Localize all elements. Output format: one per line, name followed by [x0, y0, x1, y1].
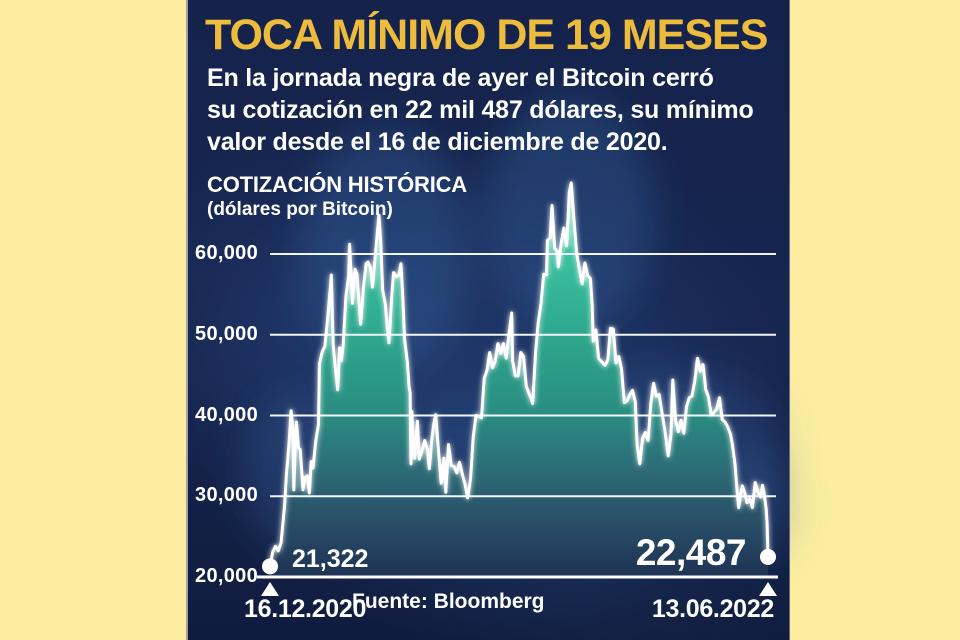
axis-arrow-icon — [759, 582, 777, 596]
start-point-marker — [262, 558, 278, 575]
end-point-marker — [760, 548, 776, 565]
area-fill — [270, 182, 768, 577]
y-axis-label: 50,000 — [195, 322, 258, 345]
chart-subtitle: (dólares por Bitcoin) — [207, 199, 393, 220]
source-credit: Fuente: Bloomberg — [352, 590, 545, 613]
start-value-annotation: 21,322 — [292, 545, 369, 573]
x-axis-end-date: 13.06.2022 — [651, 595, 774, 623]
price-line — [268, 181, 770, 568]
y-axis-label: 30,000 — [195, 484, 258, 507]
intro-text-line: su cotización en 22 mil 487 dólares, su … — [207, 96, 754, 124]
end-value-annotation: 22,487 — [635, 532, 747, 573]
intro-text-line: valor desde el 16 de diciembre de 2020. — [207, 128, 668, 156]
axis-arrow-icon — [261, 582, 279, 596]
headline: TOCA MÍNIMO DE 19 MESES — [205, 11, 768, 59]
right-yellow-margin — [790, 0, 960, 640]
x-axis-start-date: 16.12.2020 — [244, 595, 367, 623]
intro-text-line: En la jornada negra de ayer el Bitcoin c… — [207, 64, 714, 92]
left-yellow-margin — [0, 0, 186, 640]
y-axis-label: 40,000 — [195, 403, 258, 426]
y-axis-label: 60,000 — [195, 242, 258, 264]
chart-title: COTIZACIÓN HISTÓRICA — [207, 172, 467, 197]
y-axis-label: 20,000 — [195, 565, 258, 587]
